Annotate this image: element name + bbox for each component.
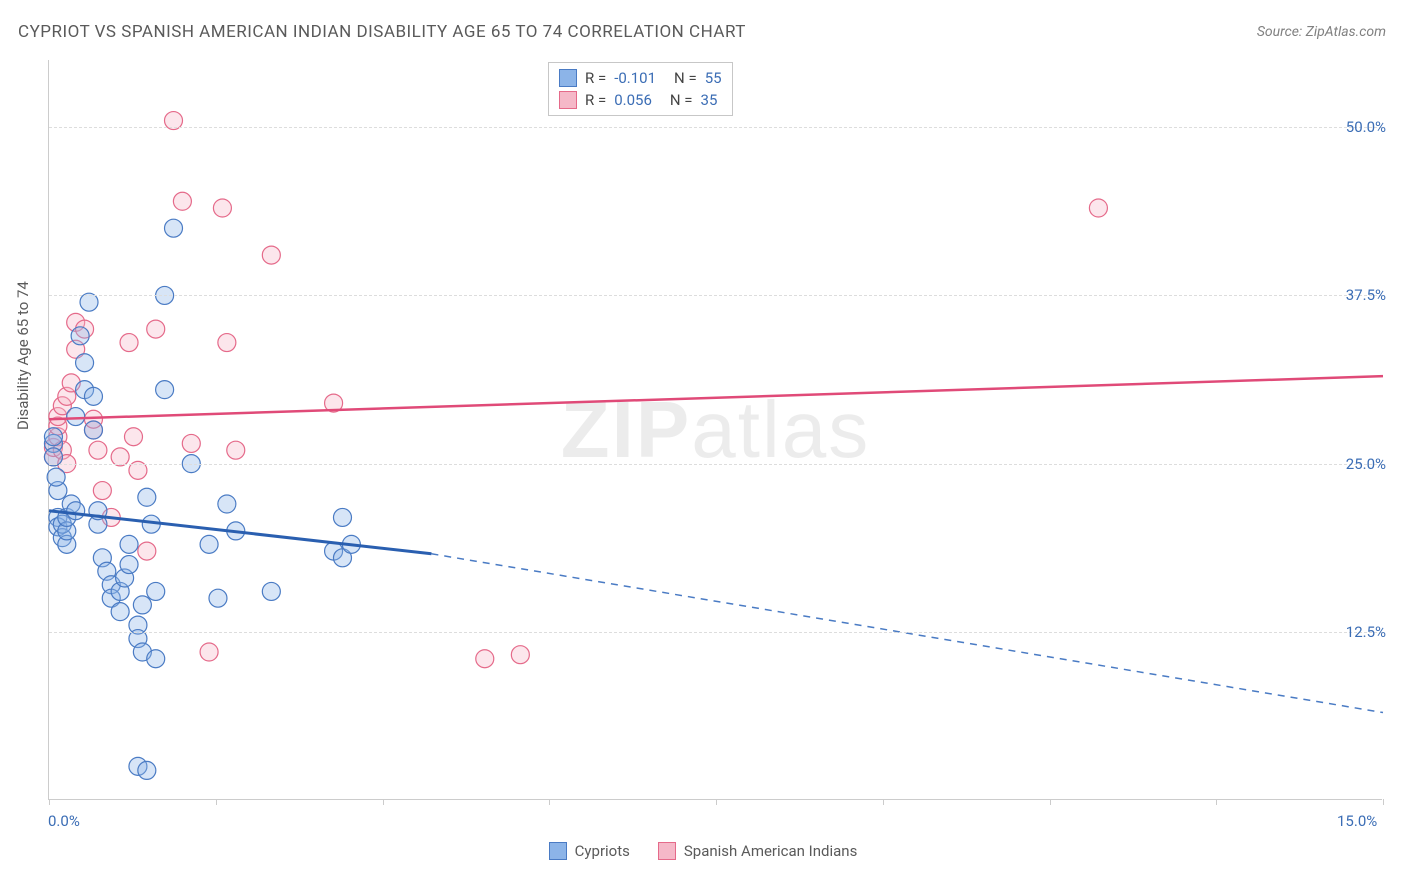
scatter-point — [76, 354, 94, 372]
x-tick — [716, 799, 717, 805]
scatter-point — [511, 646, 529, 664]
scatter-point — [200, 643, 218, 661]
legend-n-label: N = — [670, 91, 693, 109]
scatter-point — [147, 650, 165, 668]
x-tick-label: 0.0% — [48, 812, 80, 830]
scatter-point — [111, 603, 129, 621]
legend-item-spanish: Spanish American Indians — [658, 842, 857, 860]
chart-plot-area: ZIPatlas — [48, 60, 1382, 800]
gridline-h — [49, 464, 1382, 465]
scatter-point — [209, 589, 227, 607]
legend-r-label: R = — [585, 69, 606, 87]
x-tick — [1383, 799, 1384, 805]
scatter-point — [218, 495, 236, 513]
scatter-point — [213, 199, 231, 217]
legend-label-0: Cypriots — [575, 842, 630, 860]
x-tick — [549, 799, 550, 805]
trend-line-cypriots-solid — [49, 511, 431, 554]
scatter-point — [156, 381, 174, 399]
scatter-point — [182, 434, 200, 452]
legend-label-1: Spanish American Indians — [684, 842, 857, 860]
x-tick-label: 15.0% — [1337, 812, 1377, 830]
scatter-point — [84, 387, 102, 405]
scatter-point — [67, 408, 85, 426]
chart-title: CYPRIOT VS SPANISH AMERICAN INDIAN DISAB… — [18, 22, 746, 42]
x-tick — [883, 799, 884, 805]
x-tick — [1050, 799, 1051, 805]
swatch-spanish-icon — [658, 842, 676, 860]
legend-r-label: R = — [585, 91, 606, 109]
trend-line-cypriots-dashed — [431, 554, 1383, 713]
swatch-cypriots — [559, 69, 577, 87]
y-axis-label: Disability Age 65 to 74 — [14, 281, 32, 430]
gridline-h — [49, 632, 1382, 633]
x-tick — [216, 799, 217, 805]
y-tick-label: 37.5% — [1346, 286, 1386, 304]
scatter-point — [120, 535, 138, 553]
legend-n-value-0: 55 — [705, 69, 722, 87]
y-tick-label: 12.5% — [1346, 623, 1386, 641]
scatter-point — [138, 542, 156, 560]
scatter-point — [93, 482, 111, 500]
gridline-h — [49, 295, 1382, 296]
legend-row-cypriots: R = -0.101 N = 55 — [559, 67, 722, 89]
scatter-point — [89, 441, 107, 459]
scatter-point — [47, 468, 65, 486]
scatter-point — [120, 556, 138, 574]
scatter-point — [120, 334, 138, 352]
swatch-spanish — [559, 91, 577, 109]
scatter-point — [227, 441, 245, 459]
y-tick-label: 50.0% — [1346, 118, 1386, 136]
scatter-point — [1089, 199, 1107, 217]
scatter-point — [138, 488, 156, 506]
scatter-point — [333, 508, 351, 526]
legend-row-spanish: R = 0.056 N = 35 — [559, 89, 722, 111]
series-legend: Cypriots Spanish American Indians — [0, 842, 1406, 860]
scatter-point — [67, 502, 85, 520]
x-tick — [49, 799, 50, 805]
scatter-svg — [49, 60, 1382, 799]
swatch-cypriots-icon — [549, 842, 567, 860]
scatter-point — [165, 219, 183, 237]
scatter-point — [476, 650, 494, 668]
scatter-point — [200, 535, 218, 553]
scatter-point — [124, 428, 142, 446]
legend-n-value-1: 35 — [701, 91, 718, 109]
legend-item-cypriots: Cypriots — [549, 842, 630, 860]
scatter-point — [147, 320, 165, 338]
scatter-point — [262, 246, 280, 264]
scatter-point — [218, 334, 236, 352]
correlation-legend: R = -0.101 N = 55 R = 0.056 N = 35 — [548, 62, 733, 116]
legend-n-label: N = — [674, 69, 697, 87]
legend-r-value-1: 0.056 — [614, 91, 652, 109]
y-tick-label: 25.0% — [1346, 455, 1386, 473]
scatter-point — [133, 596, 151, 614]
source-attribution: Source: ZipAtlas.com — [1257, 24, 1386, 40]
x-tick — [383, 799, 384, 805]
scatter-point — [44, 428, 62, 446]
scatter-point — [173, 192, 191, 210]
scatter-point — [147, 582, 165, 600]
legend-r-value-0: -0.101 — [614, 69, 656, 87]
x-tick — [1216, 799, 1217, 805]
scatter-point — [84, 421, 102, 439]
trend-line-spanish — [49, 376, 1383, 419]
gridline-h — [49, 127, 1382, 128]
scatter-point — [262, 582, 280, 600]
scatter-point — [138, 761, 156, 779]
scatter-point — [71, 327, 89, 345]
